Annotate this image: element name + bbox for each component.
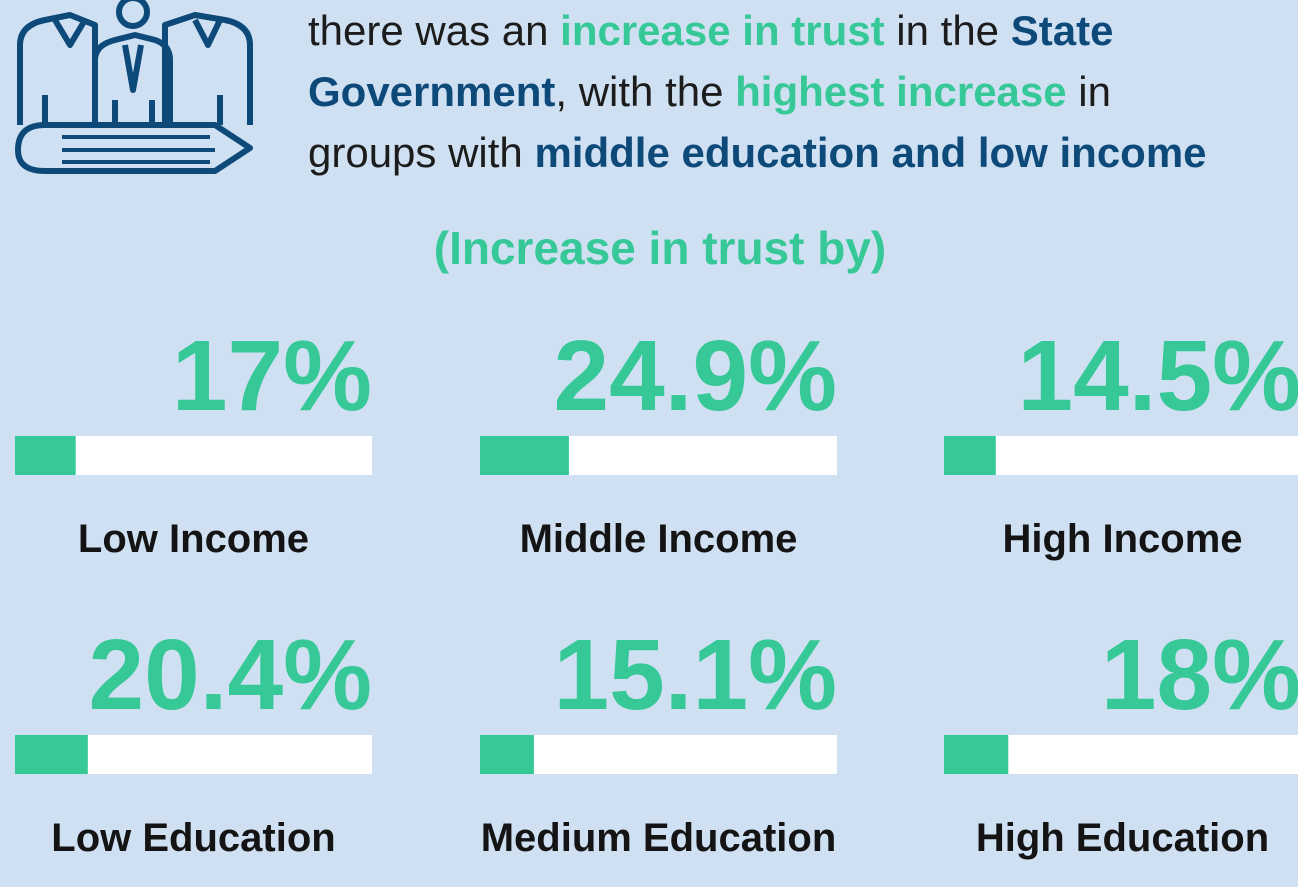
icon-tie [122,44,144,93]
category-label: High Education [976,816,1269,860]
header-segment: increase in trust [560,7,884,54]
header-line: groups with middle education and low inc… [308,129,1207,176]
icon-arm [42,95,223,125]
icon-collar [52,18,223,48]
header-line: there was an increase in trust in the St… [308,7,1113,54]
header-line: Government, with the highest increase in [308,68,1111,115]
category-label: High Income [1002,517,1242,561]
bar [944,436,996,475]
category-label: Low Education [51,816,335,860]
bar-track [944,436,1298,475]
bar [15,436,76,475]
value-label: 15.1% [553,619,837,731]
header-segment: in the [885,7,1011,54]
header-segment: in [1067,68,1111,115]
value-label: 24.9% [553,320,837,432]
value-label: 14.5% [1017,320,1298,432]
header-segment: highest increase [735,68,1066,115]
bar-track [480,735,837,774]
icon-figure [17,12,98,125]
header-segment: , with the [555,68,735,115]
value-label: 17% [172,320,372,432]
header-segment: Government [308,68,555,115]
icon-bulb [116,0,150,29]
header-segment: groups with [308,129,534,176]
bar [15,735,88,774]
icon-pencil [15,122,253,174]
category-label: Low Income [78,517,309,561]
bar [480,735,534,774]
subtitle: (Increase in trust by) [434,222,886,274]
header-segment: State [1011,7,1114,54]
category-label: Middle Income [520,517,798,561]
value-label: 20.4% [88,619,372,731]
icon-figure [92,32,173,125]
value-label: 18% [1101,619,1298,731]
bar [480,436,569,475]
category-label: Medium Education [481,816,837,860]
header-segment: there was an [308,7,560,54]
icon-pencil-lines [62,135,215,164]
icon-figure [162,12,253,125]
header-segment: middle education and low income [534,129,1206,176]
bar [944,735,1009,774]
icon [15,0,253,174]
